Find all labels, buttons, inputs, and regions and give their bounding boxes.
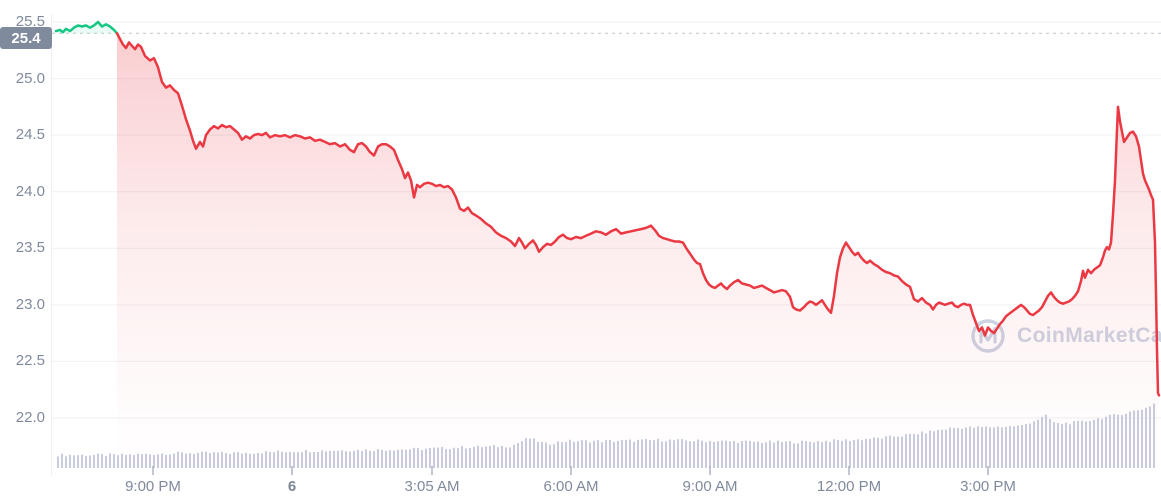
x-axis-label: 3:05 AM <box>404 478 460 495</box>
y-axis-label: 23.0 <box>15 296 45 313</box>
y-axis-label: 22.0 <box>15 409 45 426</box>
x-axis-label: 12:00 PM <box>816 478 882 495</box>
y-axis-label: 24.0 <box>15 183 45 200</box>
x-axis-label: 6:00 AM <box>543 478 599 495</box>
x-axis-label: 9:00 AM <box>682 478 738 495</box>
y-axis-label: 25.5 <box>15 13 45 30</box>
y-axis-label: 22.5 <box>15 352 45 369</box>
y-axis-label: 25.0 <box>15 70 45 87</box>
current-price-badge: 25.4 <box>0 27 52 49</box>
x-axis-label: 6 <box>287 478 297 495</box>
y-axis-label: 24.5 <box>15 126 45 143</box>
x-axis-label: 9:00 PM <box>125 478 181 495</box>
current-price-value: 25.4 <box>11 29 41 47</box>
y-axis-label: 23.5 <box>15 239 45 256</box>
x-axis-label: 3:00 PM <box>960 478 1016 495</box>
